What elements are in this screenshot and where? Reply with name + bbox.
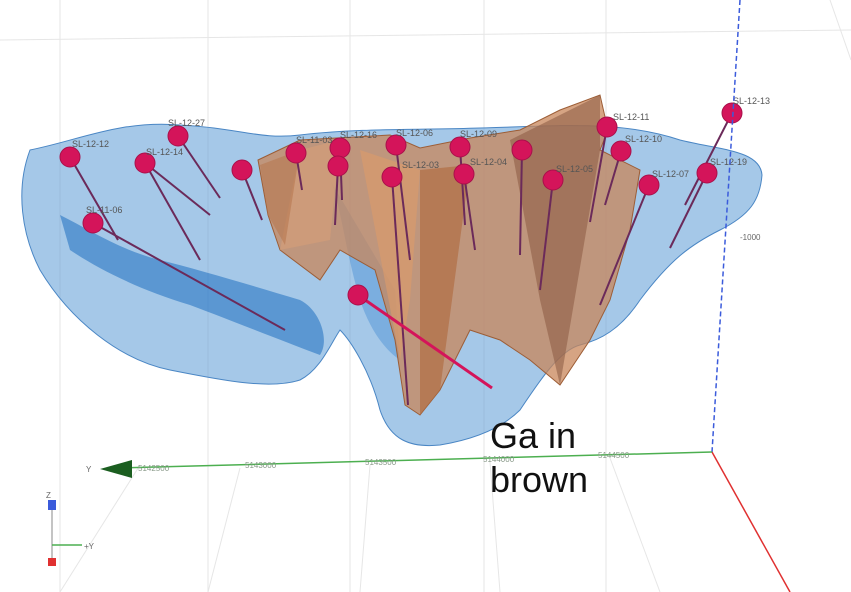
hole-label: SL-12-07: [652, 169, 689, 179]
collar-marker: [167, 125, 189, 147]
collar-marker: [59, 146, 81, 168]
collar-marker: [231, 159, 253, 181]
hole-label: SL-12-16: [340, 130, 377, 140]
hole-label: SL-12-09: [460, 129, 497, 139]
gizmo-z-label: Z: [46, 491, 51, 500]
collar-marker: [638, 174, 660, 196]
z-axis-line: [711, 0, 741, 453]
collar-marker: [329, 137, 351, 159]
y-axis-label: Y: [86, 465, 92, 474]
hole-label: SL-12-04: [470, 157, 507, 167]
collar-marker: [610, 140, 632, 162]
y-axis-ticks: 5142500 5143000 5143500 5144000 5144500: [138, 451, 630, 473]
collar-marker: [285, 142, 307, 164]
hole-label: SL-11-03: [296, 135, 332, 145]
orientation-gizmo: Z +Y: [46, 491, 95, 566]
hole-label: SL-12-11: [613, 112, 649, 122]
hole-label: SL-12-27: [168, 118, 205, 128]
hole-label: SL-12-13: [733, 96, 770, 106]
collar-marker: [385, 134, 407, 156]
collar-marker: [381, 166, 403, 188]
hole-label: SL-12-05: [556, 164, 593, 174]
collar-marker: [511, 139, 533, 161]
y-tick: 5143500: [365, 458, 397, 467]
y-axis-line: [119, 451, 713, 469]
y-tick: 5143000: [245, 461, 277, 470]
collar-marker: [449, 136, 471, 158]
gizmo-y-label: +Y: [84, 542, 95, 551]
collar-marker: [134, 152, 156, 174]
y-tick: 5142500: [138, 464, 170, 473]
hole-label: SL-11-06: [86, 205, 122, 215]
y-tick: 5144500: [598, 451, 630, 460]
annotation-line-1: Ga in: [490, 415, 577, 456]
hole-label: SL-12-06: [396, 128, 433, 138]
collar-marker: [327, 155, 349, 177]
callout-line: [357, 293, 493, 390]
hole-labels: SL-12-12 SL-12-27 SL-11-06 SL-12-14 SL-1…: [72, 96, 770, 215]
collar-marker: [696, 162, 718, 184]
collar-marker: [542, 169, 564, 191]
annotation-line-2: brown: [490, 459, 589, 500]
collar-marker: [82, 212, 104, 234]
hole-label: SL-12-10: [625, 134, 662, 144]
x-axis-line: [711, 451, 791, 592]
hole-label: SL-12-14: [146, 147, 183, 157]
hole-label: SL-12-19: [710, 157, 747, 167]
collars: [59, 102, 743, 306]
collar-marker: [453, 163, 475, 185]
collar-marker: [596, 116, 618, 138]
hole-label: SL-12-03: [402, 160, 439, 170]
collar-marker: [347, 284, 369, 306]
hole-label: SL-12-12: [72, 139, 109, 149]
elevation-tick: -1000: [740, 233, 761, 242]
y-axis-arrow: [100, 460, 132, 478]
y-tick: 5144000: [483, 455, 515, 464]
annotation-text: Ga in brown: [490, 414, 588, 502]
